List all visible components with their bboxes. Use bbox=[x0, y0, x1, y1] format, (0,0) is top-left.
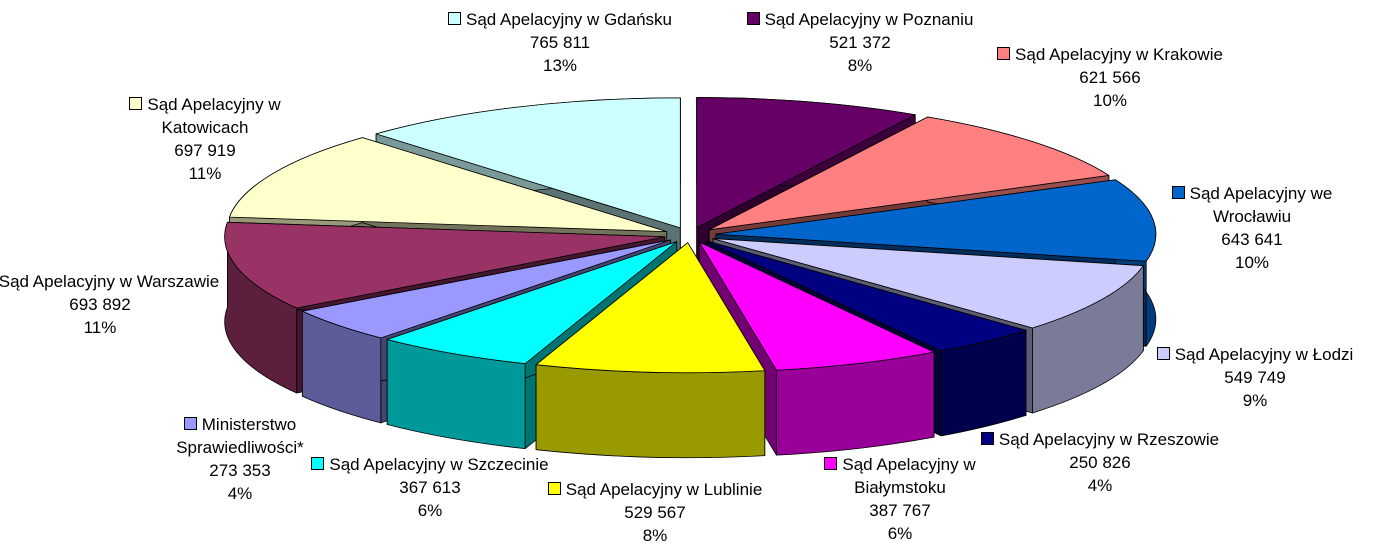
category-name: Sąd Apelacyjny w Szczecinie bbox=[329, 455, 549, 474]
legend-swatch bbox=[824, 457, 838, 470]
category-name: Sąd Apelacyjny w Krakowie bbox=[1015, 45, 1223, 64]
percent-label: 4% bbox=[1087, 476, 1113, 495]
legend-swatch bbox=[746, 12, 760, 25]
value-label: 529 567 bbox=[624, 503, 686, 522]
data-label: Ministerstwo Sprawiedliwości* 273 353 4% bbox=[120, 413, 360, 505]
percent-label: 4% bbox=[227, 484, 253, 503]
data-label: Sąd Apelacyjny w Krakowie 621 566 10% bbox=[990, 43, 1230, 112]
slice-top bbox=[375, 97, 681, 229]
legend-swatch bbox=[997, 47, 1011, 60]
value-label: 765 811 bbox=[529, 33, 591, 52]
percent-label: 11% bbox=[188, 164, 222, 183]
data-label: Sąd Apelacyjny w Warszawie 693 892 11% bbox=[0, 270, 220, 339]
category-name: Sąd Apelacyjny w Łodzi bbox=[1174, 345, 1354, 364]
slice-top bbox=[224, 221, 666, 309]
data-label: Sąd Apelacyjny w Rzeszowie 250 826 4% bbox=[980, 428, 1220, 497]
slice-top bbox=[535, 242, 766, 374]
value-label: 549 749 bbox=[1224, 368, 1286, 387]
percent-label: 11% bbox=[83, 318, 117, 337]
legend-swatch bbox=[1156, 347, 1170, 360]
percent-label: 9% bbox=[1242, 391, 1268, 410]
legend-swatch bbox=[311, 457, 325, 470]
percent-label: 8% bbox=[642, 526, 668, 545]
percent-label: 6% bbox=[417, 501, 443, 520]
slice-top bbox=[386, 241, 678, 365]
legend-swatch bbox=[547, 482, 561, 495]
percent-label: 8% bbox=[847, 56, 873, 75]
legend-swatch bbox=[183, 417, 197, 430]
percent-label: 10% bbox=[1092, 91, 1128, 110]
value-label: 693 892 bbox=[69, 295, 131, 314]
category-name: Sąd Apelacyjny we Wrocławiu bbox=[1189, 184, 1333, 226]
percent-label: 6% bbox=[887, 524, 913, 543]
slice-top bbox=[698, 241, 935, 371]
slice-top bbox=[706, 240, 1027, 352]
pie-slice bbox=[535, 242, 766, 459]
slice-wall bbox=[535, 364, 766, 459]
slice-top bbox=[229, 137, 668, 232]
slice-top bbox=[696, 97, 916, 228]
data-label: Sąd Apelacyjny w Poznaniu 521 372 8% bbox=[740, 8, 980, 77]
category-name: Ministerstwo Sprawiedliwości* bbox=[176, 415, 304, 457]
value-label: 621 566 bbox=[1079, 68, 1141, 87]
slice-top bbox=[715, 179, 1157, 262]
category-name: Sąd Apelacyjny w Poznaniu bbox=[764, 10, 974, 29]
category-name: Sąd Apelacyjny w Rzeszowie bbox=[998, 430, 1220, 449]
data-label: Sąd Apelacyjny w Katowicach 697 919 11% bbox=[85, 93, 325, 185]
data-label: Sąd Apelacyjny w Szczecinie 367 613 6% bbox=[310, 453, 550, 522]
legend-swatch bbox=[129, 97, 143, 110]
category-name: Sąd Apelacyjny w Białymstoku bbox=[842, 455, 976, 497]
data-label: Sąd Apelacyjny w Białymstoku 387 767 6% bbox=[780, 453, 1020, 545]
legend-swatch bbox=[447, 12, 461, 25]
category-name: Sąd Apelacyjny w Katowicach bbox=[147, 95, 281, 137]
category-name: Sąd Apelacyjny w Gdańsku bbox=[465, 10, 672, 29]
data-label: Sąd Apelacyjny w Lublinie 529 567 8% bbox=[535, 478, 775, 547]
value-label: 387 767 bbox=[869, 501, 931, 520]
value-label: 643 641 bbox=[1221, 230, 1283, 249]
slice-top bbox=[301, 239, 671, 339]
value-label: 250 826 bbox=[1069, 453, 1131, 472]
value-label: 697 919 bbox=[174, 141, 236, 160]
data-label: Sąd Apelacyjny we Wrocławiu 643 641 10% bbox=[1132, 182, 1372, 274]
category-name: Sąd Apelacyjny w Warszawie bbox=[0, 272, 220, 291]
value-label: 521 372 bbox=[829, 33, 891, 52]
category-name: Sąd Apelacyjny w Lublinie bbox=[565, 480, 763, 499]
value-label: 367 613 bbox=[399, 478, 461, 497]
slice-top bbox=[708, 116, 1110, 231]
percent-label: 10% bbox=[1234, 253, 1270, 272]
percent-label: 13% bbox=[542, 56, 578, 75]
legend-swatch bbox=[1171, 186, 1185, 199]
legend-swatch bbox=[980, 432, 994, 445]
data-label: Sąd Apelacyjny w Gdańsku 765 811 13% bbox=[440, 8, 680, 77]
slice-top bbox=[712, 238, 1144, 329]
value-label: 273 353 bbox=[209, 461, 271, 480]
data-label: Sąd Apelacyjny w Łodzi 549 749 9% bbox=[1135, 343, 1375, 412]
